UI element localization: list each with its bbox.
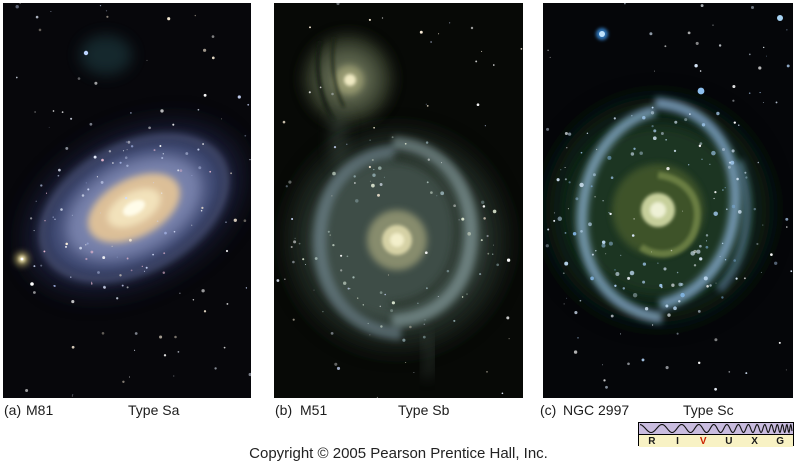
- panel-c-object: NGC 2997: [563, 402, 630, 418]
- band-letter-I: I: [676, 435, 679, 447]
- galaxy-photo-m81: [3, 3, 251, 398]
- galaxy-photo-ngc2997: [543, 3, 793, 398]
- panel-b-object: M51: [300, 402, 328, 418]
- galaxy-disk: [24, 121, 244, 295]
- wavelength-wave-icon: [639, 423, 793, 434]
- m51-whirlpool-galaxy-image: [274, 3, 523, 398]
- panel-a-object: M81: [26, 402, 54, 418]
- band-letter-V: V: [699, 435, 707, 447]
- star-field: [276, 3, 523, 398]
- panel-a-type: Type Sa: [128, 402, 180, 418]
- star: [83, 50, 89, 56]
- spiral-arm-speckles: [29, 123, 227, 289]
- foreground-star: [15, 252, 29, 266]
- band-letter-R: R: [648, 435, 656, 447]
- ngc2997-spiral-galaxy-image: [543, 3, 793, 398]
- companion-galaxy: [304, 35, 392, 123]
- panel-a-label: (a): [4, 402, 22, 418]
- panel-b-label: (b): [275, 402, 293, 418]
- panel-b-type: Type Sb: [398, 402, 450, 418]
- star: [30, 282, 34, 286]
- face-on-spiral: [546, 97, 770, 324]
- spiral-arm-clumps: [294, 136, 500, 342]
- star-field: [545, 3, 793, 391]
- star-field: [15, 3, 251, 397]
- main-spiral: [290, 133, 504, 379]
- faint-nebula: [80, 35, 132, 75]
- m81-spiral-galaxy-image: [3, 3, 251, 398]
- band-letter-G: G: [776, 435, 785, 447]
- panel-c-type: Type Sc: [683, 402, 734, 418]
- star: [697, 87, 705, 95]
- galaxy-photo-m51: [274, 3, 523, 398]
- band-letter-U: U: [725, 435, 733, 447]
- panel-c-label: (c): [540, 402, 557, 418]
- bright-blue-star: [596, 28, 608, 40]
- band-letter-X: X: [751, 435, 758, 447]
- star: [777, 15, 783, 21]
- copyright-notice: Copyright © 2005 Pearson Prentice Hall, …: [249, 445, 548, 462]
